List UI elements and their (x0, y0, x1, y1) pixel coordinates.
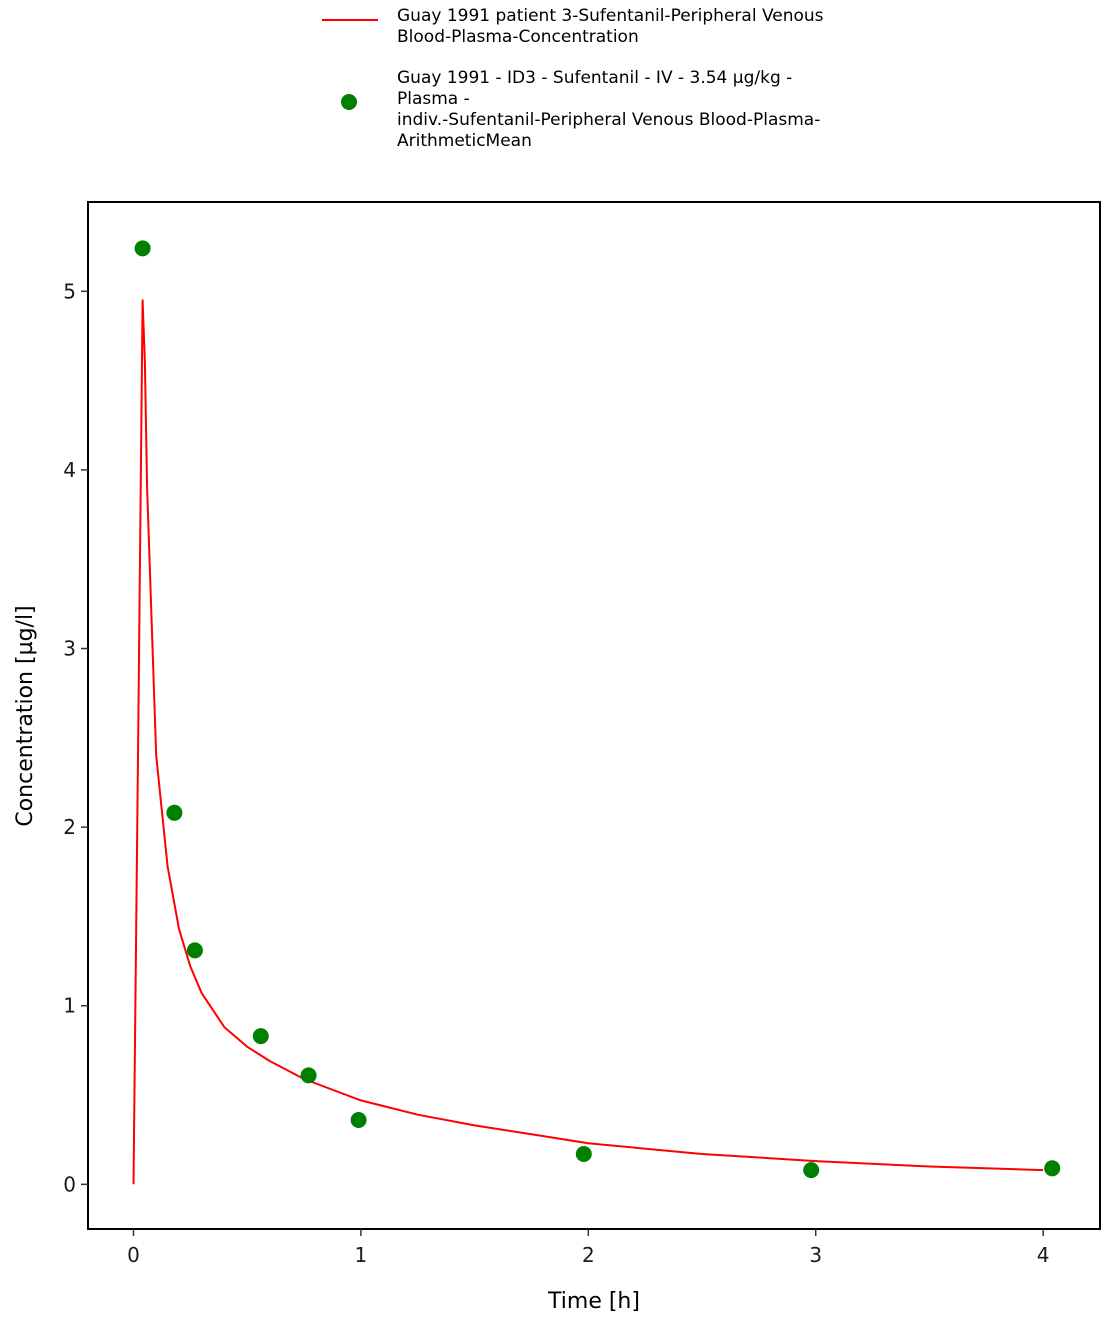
x-tick-label: 4 (1037, 1243, 1050, 1267)
y-tick-label: 2 (63, 815, 76, 839)
legend-entry-observed: Guay 1991 - ID3 - Sufentanil - IV - 3.54… (300, 68, 920, 152)
x-tick-label: 1 (355, 1243, 368, 1267)
observed-point (350, 1112, 367, 1128)
observed-point (166, 804, 183, 821)
observed-point (134, 240, 151, 257)
x-axis-title: Time [h] (547, 1289, 640, 1314)
observed-point (575, 1146, 592, 1162)
legend-label-simulation: Guay 1991 patient 3-Sufentanil-Periphera… (397, 6, 824, 47)
x-axis: 0 1 2 3 4 (127, 1229, 1050, 1267)
y-tick-label: 5 (63, 279, 76, 303)
x-tick-label: 0 (127, 1243, 140, 1267)
y-tick-label: 0 (63, 1172, 76, 1196)
observed-point (803, 1162, 820, 1179)
y-axis: 0 1 2 3 4 5 (63, 279, 88, 1196)
y-axis-title: Concentration [µg/l] (13, 605, 38, 826)
observed-point (252, 1028, 269, 1045)
series-layer (132, 240, 1061, 1185)
y-tick-label: 1 (63, 994, 76, 1018)
legend-point-key (341, 94, 357, 110)
y-tick-label: 4 (63, 458, 76, 482)
observed-point (186, 942, 203, 959)
legend: Guay 1991 patient 3-Sufentanil-Periphera… (300, 6, 920, 152)
simulation-line (132, 299, 1044, 1185)
plot-panel-border (87, 201, 1101, 1230)
legend-line-key (322, 19, 378, 21)
legend-entry-simulation: Guay 1991 patient 3-Sufentanil-Periphera… (300, 6, 920, 48)
observed-point (300, 1067, 317, 1084)
legend-label-observed: Guay 1991 - ID3 - Sufentanil - IV - 3.54… (397, 68, 821, 151)
x-tick-label: 2 (582, 1243, 595, 1267)
y-tick-label: 3 (63, 637, 76, 661)
x-tick-label: 3 (809, 1243, 822, 1267)
observed-point (1044, 1160, 1061, 1177)
